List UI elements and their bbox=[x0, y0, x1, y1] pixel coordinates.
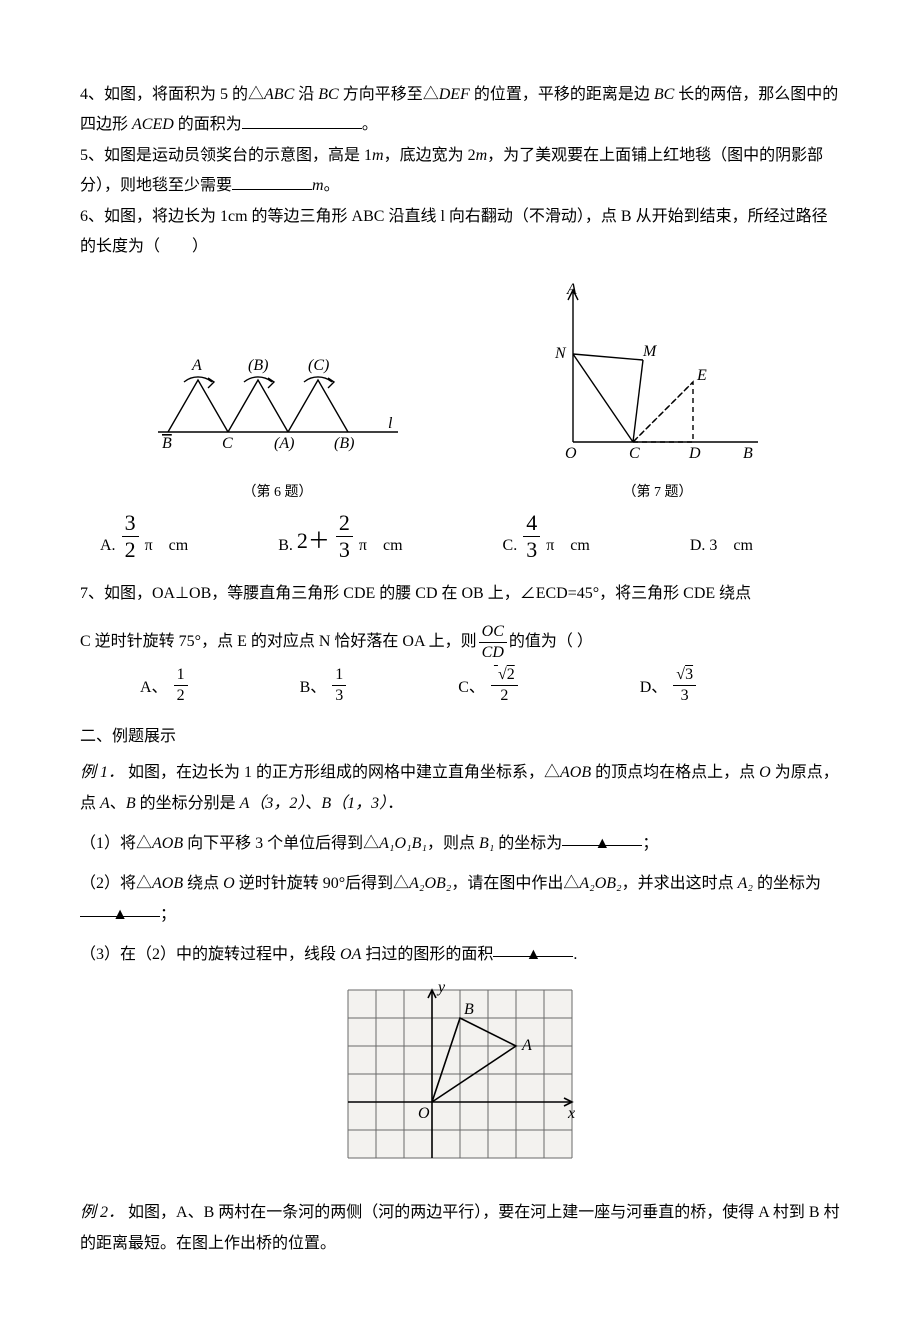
svg-text:N: N bbox=[554, 345, 567, 362]
figure-7-svg: A N M E O C D B bbox=[543, 282, 773, 462]
svg-text:y: y bbox=[436, 984, 446, 996]
svg-text:O: O bbox=[565, 445, 577, 462]
svg-text:C: C bbox=[629, 445, 640, 462]
figure-7-caption: （第 7 题） bbox=[543, 480, 773, 507]
figure-6: A (B) (C) B C (A) (B) l （第 6 题） bbox=[148, 312, 408, 506]
q4-text: 4、如图，将面积为 5 的△ bbox=[80, 86, 264, 103]
figure-6-caption: （第 6 题） bbox=[148, 480, 408, 507]
figures-row-6-7: A (B) (C) B C (A) (B) l （第 6 题） bbox=[80, 282, 840, 506]
svg-text:x: x bbox=[567, 1105, 575, 1122]
ex1-sub1: （1）将△AOB 向下平移 3 个单位后得到△A₁O₁B₁，则点 B₁ 的坐标为… bbox=[80, 829, 840, 859]
ex1-blank-1[interactable]: ▲ bbox=[562, 829, 642, 846]
example-2: 例 2． 如图，A、B 两村在一条河的两侧（河的两边平行），要在河上建一座与河垂… bbox=[80, 1198, 840, 1259]
svg-text:(A): (A) bbox=[274, 435, 294, 452]
section-2-heading: 二、例题展示 bbox=[80, 722, 840, 752]
svg-text:B: B bbox=[162, 435, 172, 452]
svg-text:A: A bbox=[191, 357, 202, 374]
q6-option-a[interactable]: A. 32 π cm bbox=[100, 512, 188, 561]
figure-6-labels: A (B) (C) B C (A) (B) l bbox=[162, 357, 393, 452]
figure-6-svg: A (B) (C) B C (A) (B) l bbox=[148, 312, 408, 462]
svg-text:D: D bbox=[688, 445, 701, 462]
svg-text:(C): (C) bbox=[308, 357, 329, 374]
svg-text:B: B bbox=[464, 1001, 474, 1018]
q4-abc: ABC bbox=[264, 86, 294, 103]
ex1-blank-3[interactable]: ▲ bbox=[493, 940, 573, 957]
svg-text:E: E bbox=[696, 367, 707, 384]
svg-text:A: A bbox=[521, 1037, 532, 1054]
example-1: 例 1． 如图，在边长为 1 的正方形组成的网格中建立直角坐标系，△AOB 的顶… bbox=[80, 758, 840, 819]
question-7b: C 逆时针旋转 75°，点 E 的对应点 N 恰好落在 OA 上，则 OCCD … bbox=[80, 624, 840, 661]
ex1-sub2: （2）将△AOB 绕点 O 逆时针旋转 90°后得到△A₂OB₂，请在图中作出△… bbox=[80, 869, 840, 930]
q7-option-d[interactable]: D、 √33 bbox=[640, 667, 698, 704]
ex1-label: 例 1． bbox=[80, 764, 124, 781]
q6-option-d[interactable]: D. 3 cm bbox=[690, 531, 753, 561]
q6-options: A. 32 π cm B. 2＋ 23 π cm C. 43 π cm D. 3… bbox=[80, 512, 840, 561]
q5-blank[interactable] bbox=[232, 173, 312, 190]
question-6: 6、如图，将边长为 1cm 的等边三角形 ABC 沿直线 l 向右翻动（不滑动）… bbox=[80, 202, 840, 263]
ex1-blank-2[interactable]: ▲ bbox=[80, 900, 160, 917]
q7-option-a[interactable]: A、 12 bbox=[140, 667, 190, 704]
example-1-figure: y x O A B bbox=[80, 984, 840, 1170]
grid-svg: y x O A B bbox=[342, 984, 578, 1170]
q4-blank[interactable] bbox=[242, 112, 362, 129]
q7-option-b[interactable]: B、 13 bbox=[300, 667, 349, 704]
question-4: 4、如图，将面积为 5 的△ABC 沿 BC 方向平移至△DEF 的位置，平移的… bbox=[80, 80, 840, 141]
ex1-sub3: （3）在（2）中的旋转过程中，线段 OA 扫过的图形的面积▲. bbox=[80, 940, 840, 970]
question-5: 5、如图是运动员领奖台的示意图，高是 1m，底边宽为 2m，为了美观要在上面铺上… bbox=[80, 141, 840, 202]
svg-text:C: C bbox=[222, 435, 233, 452]
svg-text:A: A bbox=[566, 282, 577, 298]
svg-text:(B): (B) bbox=[334, 435, 354, 452]
figure-7: A N M E O C D B （第 7 题） bbox=[543, 282, 773, 506]
svg-text:O: O bbox=[418, 1105, 430, 1122]
question-7: 7、如图，OA⊥OB，等腰直角三角形 CDE 的腰 CD 在 OB 上，∠ECD… bbox=[80, 579, 840, 609]
q6-option-c[interactable]: C. 43 π cm bbox=[503, 512, 590, 561]
q7-options: A、 12 B、 13 C、 √22 D、 √33 bbox=[140, 667, 840, 704]
q6-option-b[interactable]: B. 2＋ 23 π cm bbox=[278, 512, 402, 561]
svg-text:l: l bbox=[388, 415, 393, 432]
svg-text:M: M bbox=[642, 343, 658, 360]
ex2-label: 例 2． bbox=[80, 1204, 124, 1221]
svg-text:B: B bbox=[743, 445, 753, 462]
svg-text:(B): (B) bbox=[248, 357, 268, 374]
q7-option-c[interactable]: C、 √22 bbox=[458, 667, 519, 704]
